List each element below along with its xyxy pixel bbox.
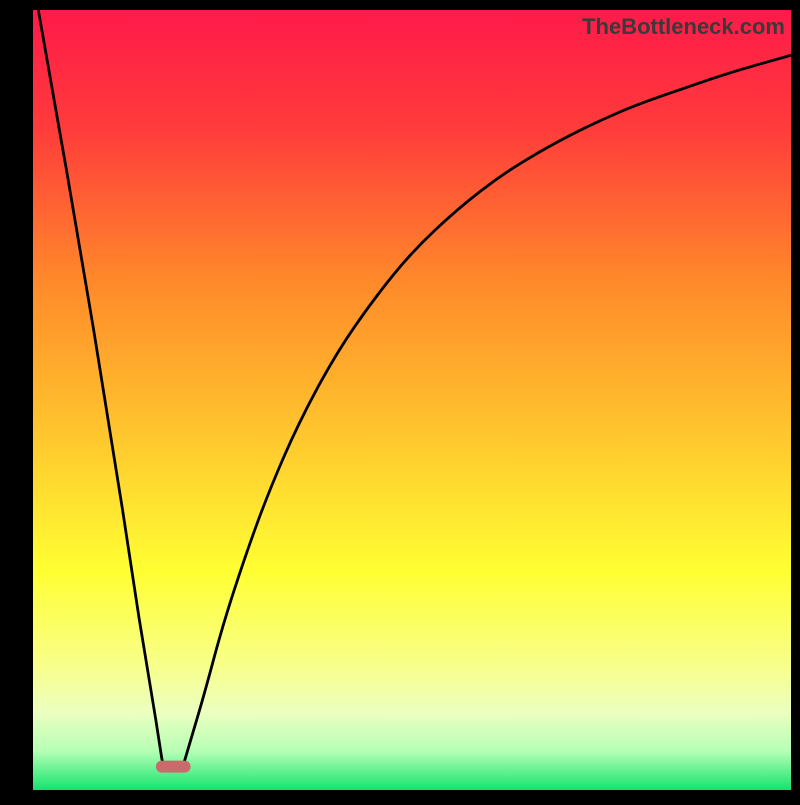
watermark-text: TheBottleneck.com	[582, 14, 785, 40]
plot-svg	[0, 0, 800, 800]
chart-container: TheBottleneck.com	[0, 0, 800, 800]
